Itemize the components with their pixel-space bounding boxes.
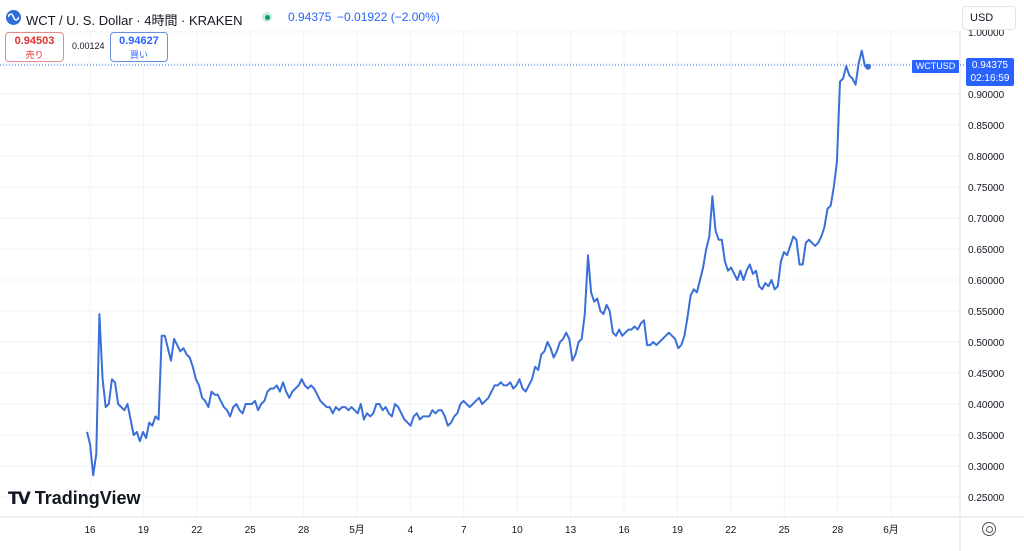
x-tick-label: 13 xyxy=(565,525,577,536)
sell-price: 0.94503 xyxy=(14,35,55,47)
currency-select[interactable]: USD xyxy=(962,6,1016,30)
x-tick-label: 19 xyxy=(672,525,684,536)
tradingview-logo[interactable]: 𝗧𝗩 TradingView xyxy=(8,488,140,509)
y-tick-label: 0.30000 xyxy=(968,462,1005,473)
y-tick-label: 0.75000 xyxy=(968,183,1005,194)
header-price-change: −0.01922 (−2.00%) xyxy=(337,10,440,24)
bar-countdown: 02:16:59 xyxy=(970,73,1010,84)
buy-button[interactable]: 0.94627 買い xyxy=(110,32,168,62)
tv-logo-icon: 𝗧𝗩 xyxy=(8,488,31,508)
header-last-price: 0.94375 xyxy=(288,10,332,24)
x-tick-label: 16 xyxy=(84,525,96,536)
x-tick-label: 5月 xyxy=(349,524,365,536)
spread-value: 0.00124 xyxy=(72,41,105,51)
sell-label: 売り xyxy=(25,50,44,60)
market-open-icon xyxy=(262,12,272,22)
y-axis: 1.000000.950000.900000.850000.800000.750… xyxy=(959,28,1005,551)
symbol-price-tag: WCTUSD xyxy=(912,60,959,73)
x-tick-label: 22 xyxy=(725,525,737,536)
chart-grid xyxy=(0,30,960,517)
buy-price: 0.94627 xyxy=(119,35,159,47)
sell-button[interactable]: 0.94503 売り xyxy=(5,32,64,62)
y-tick-label: 0.55000 xyxy=(968,307,1005,318)
last-price-dot xyxy=(865,63,871,70)
x-tick-label: 7 xyxy=(461,525,467,536)
x-tick-label: 28 xyxy=(298,525,310,536)
coin-logo-icon xyxy=(6,10,21,25)
y-tick-label: 0.65000 xyxy=(968,245,1005,256)
x-tick-label: 6月 xyxy=(883,524,899,536)
settings-gear-icon[interactable] xyxy=(982,522,996,536)
last-price-tag-value: 0.94375 xyxy=(971,60,1009,71)
symbol-title[interactable]: WCT / U. S. Dollar · 4時間 · KRAKEN xyxy=(26,13,243,28)
y-tick-label: 0.70000 xyxy=(968,214,1005,225)
x-tick-label: 22 xyxy=(191,525,203,536)
y-tick-label: 1.00000 xyxy=(968,28,1005,39)
y-tick-label: 0.40000 xyxy=(968,400,1005,411)
price-series-line xyxy=(86,49,869,477)
y-tick-label: 0.35000 xyxy=(968,431,1005,442)
x-tick-label: 16 xyxy=(618,525,630,536)
x-tick-label: 25 xyxy=(245,525,257,536)
x-tick-label: 28 xyxy=(832,525,844,536)
brand-name: TradingView xyxy=(34,488,141,508)
y-tick-label: 0.90000 xyxy=(968,90,1005,101)
y-tick-label: 0.80000 xyxy=(968,152,1005,163)
y-tick-label: 0.50000 xyxy=(968,338,1005,349)
x-tick-label: 19 xyxy=(138,525,150,536)
x-tick-label: 10 xyxy=(512,525,524,536)
y-tick-label: 0.60000 xyxy=(968,276,1005,287)
y-tick-label: 0.45000 xyxy=(968,369,1005,380)
buy-label: 買い xyxy=(129,50,148,60)
x-tick-label: 4 xyxy=(408,525,414,536)
x-axis: 16 19 22 25 28 5月 4 7 10 13 16 19 22 25 28 6月 xyxy=(0,516,1024,536)
y-tick-label: 0.25000 xyxy=(968,493,1005,504)
last-price-tag: 0.94375 02:16:59 xyxy=(966,58,1014,86)
x-tick-label: 25 xyxy=(779,525,791,536)
y-tick-label: 0.85000 xyxy=(968,121,1005,132)
